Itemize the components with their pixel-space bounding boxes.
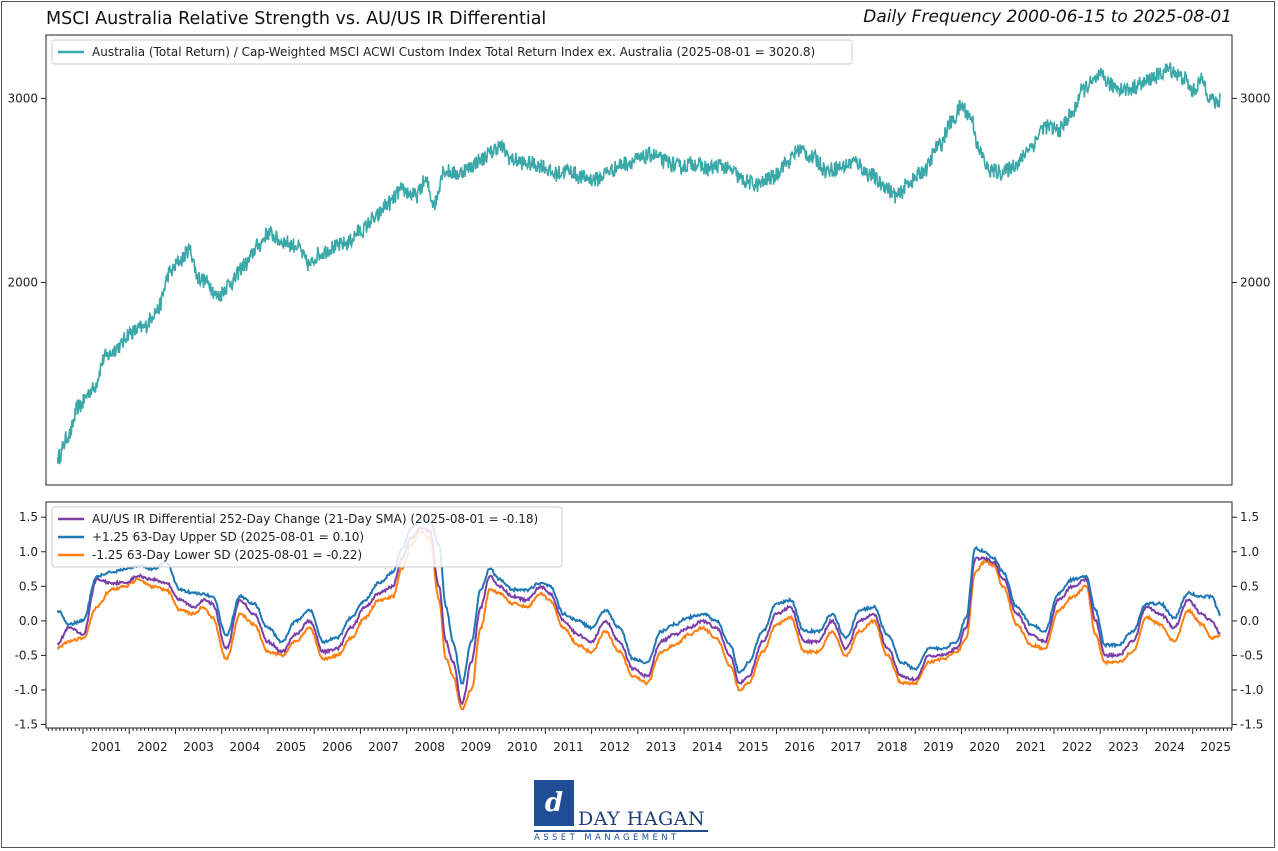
top-legend: Australia (Total Return) / Cap-Weighted … bbox=[51, 39, 853, 65]
series-line-lower-sd bbox=[56, 529, 1221, 711]
logo-name: DAY HAGAN bbox=[578, 808, 706, 830]
bottom-legend: AU/US IR Differential 252-Day Change (21… bbox=[51, 506, 563, 568]
x-tick-label: 2005 bbox=[276, 740, 307, 754]
y-tick-label: 3000 bbox=[7, 91, 38, 105]
x-tick-label: 2021 bbox=[1016, 740, 1047, 754]
x-tick-label: 2006 bbox=[322, 740, 353, 754]
legend-label: AU/US IR Differential 252-Day Change (21… bbox=[92, 512, 538, 526]
y-tick-label: 2000 bbox=[7, 275, 38, 289]
x-tick-label: 2024 bbox=[1154, 740, 1185, 754]
y-tick-label: 1.5 bbox=[19, 510, 38, 524]
x-tick-label: 2022 bbox=[1062, 740, 1093, 754]
x-tick-label: 2017 bbox=[831, 740, 862, 754]
y-tick-label-right: 1.0 bbox=[1240, 545, 1259, 559]
x-tick-label: 2011 bbox=[553, 740, 584, 754]
x-tick-label: 2019 bbox=[923, 740, 954, 754]
x-tick-label: 2010 bbox=[507, 740, 538, 754]
y-tick-label: 0.0 bbox=[19, 614, 38, 628]
x-tick-label: 2007 bbox=[368, 740, 399, 754]
y-tick-label-right: 2000 bbox=[1240, 275, 1271, 289]
y-tick-label-right: -1.5 bbox=[1240, 718, 1263, 732]
y-tick-label-right: -0.5 bbox=[1240, 648, 1263, 662]
bottom-panel: -1.5 -1.5 -1.0 -1.0 -0.5 -0.5 0.0 0.0 0.5 0.5 1.0 1… bbox=[15, 501, 1263, 754]
x-tick-label: 2013 bbox=[646, 740, 677, 754]
series-line-upper-sd bbox=[56, 517, 1222, 685]
chart-title: MSCI Australia Relative Strength vs. AU/… bbox=[46, 9, 547, 29]
legend-label: -1.25 63-Day Lower SD (2025-08-01 = -0.2… bbox=[92, 548, 362, 562]
series-line-ir-differential bbox=[56, 526, 1221, 706]
x-tick-label: 2003 bbox=[183, 740, 214, 754]
logo-tagline: ASSET MANAGEMENT bbox=[534, 833, 680, 843]
logo-divider bbox=[534, 830, 708, 832]
y-tick-label: -1.5 bbox=[15, 718, 38, 732]
y-tick-label-right: 0.0 bbox=[1240, 614, 1259, 628]
logo-mark-icon: d bbox=[534, 780, 574, 826]
x-tick-label: 2018 bbox=[877, 740, 908, 754]
x-tick-label: 2015 bbox=[738, 740, 769, 754]
bottom-plot-area bbox=[45, 501, 1233, 729]
x-tick-label: 2012 bbox=[599, 740, 630, 754]
legend-label: +1.25 63-Day Upper SD (2025-08-01 = 0.10… bbox=[92, 530, 364, 544]
y-tick-label: -0.5 bbox=[15, 648, 38, 662]
y-tick-label-right: 1.5 bbox=[1240, 510, 1259, 524]
x-tick-label: 2009 bbox=[461, 740, 492, 754]
x-tick-label: 2002 bbox=[137, 740, 168, 754]
top-panel: 2000 2000 3000 3000 Australia (Total Return)… bbox=[7, 34, 1271, 486]
x-tick-label: 2004 bbox=[230, 740, 261, 754]
x-tick-label: 2020 bbox=[969, 740, 1000, 754]
y-tick-label-right: 0.5 bbox=[1240, 579, 1259, 593]
y-tick-label-right: -1.0 bbox=[1240, 683, 1263, 697]
legend-label: Australia (Total Return) / Cap-Weighted … bbox=[92, 45, 815, 59]
y-tick-label-right: 3000 bbox=[1240, 91, 1271, 105]
chart-subtitle: Daily Frequency 2000-06-15 to 2025-08-01 bbox=[863, 7, 1232, 27]
y-tick-label: 1.0 bbox=[19, 545, 38, 559]
legend-box bbox=[51, 39, 853, 65]
top-plot-area bbox=[45, 34, 1233, 486]
x-tick-label: 2008 bbox=[415, 740, 446, 754]
x-tick-label: 2023 bbox=[1108, 740, 1139, 754]
series-line-relative-strength bbox=[56, 62, 1222, 466]
y-tick-label: 0.5 bbox=[19, 579, 38, 593]
y-tick-label: -1.0 bbox=[15, 683, 38, 697]
x-tick-label: 2016 bbox=[784, 740, 815, 754]
x-tick-label: 2025 bbox=[1201, 740, 1232, 754]
x-tick-label: 2014 bbox=[692, 740, 723, 754]
legend-box bbox=[51, 506, 563, 568]
day-hagan-logo: d DAY HAGAN ASSET MANAGEMENT bbox=[534, 780, 710, 844]
x-tick-label: 2001 bbox=[91, 740, 122, 754]
